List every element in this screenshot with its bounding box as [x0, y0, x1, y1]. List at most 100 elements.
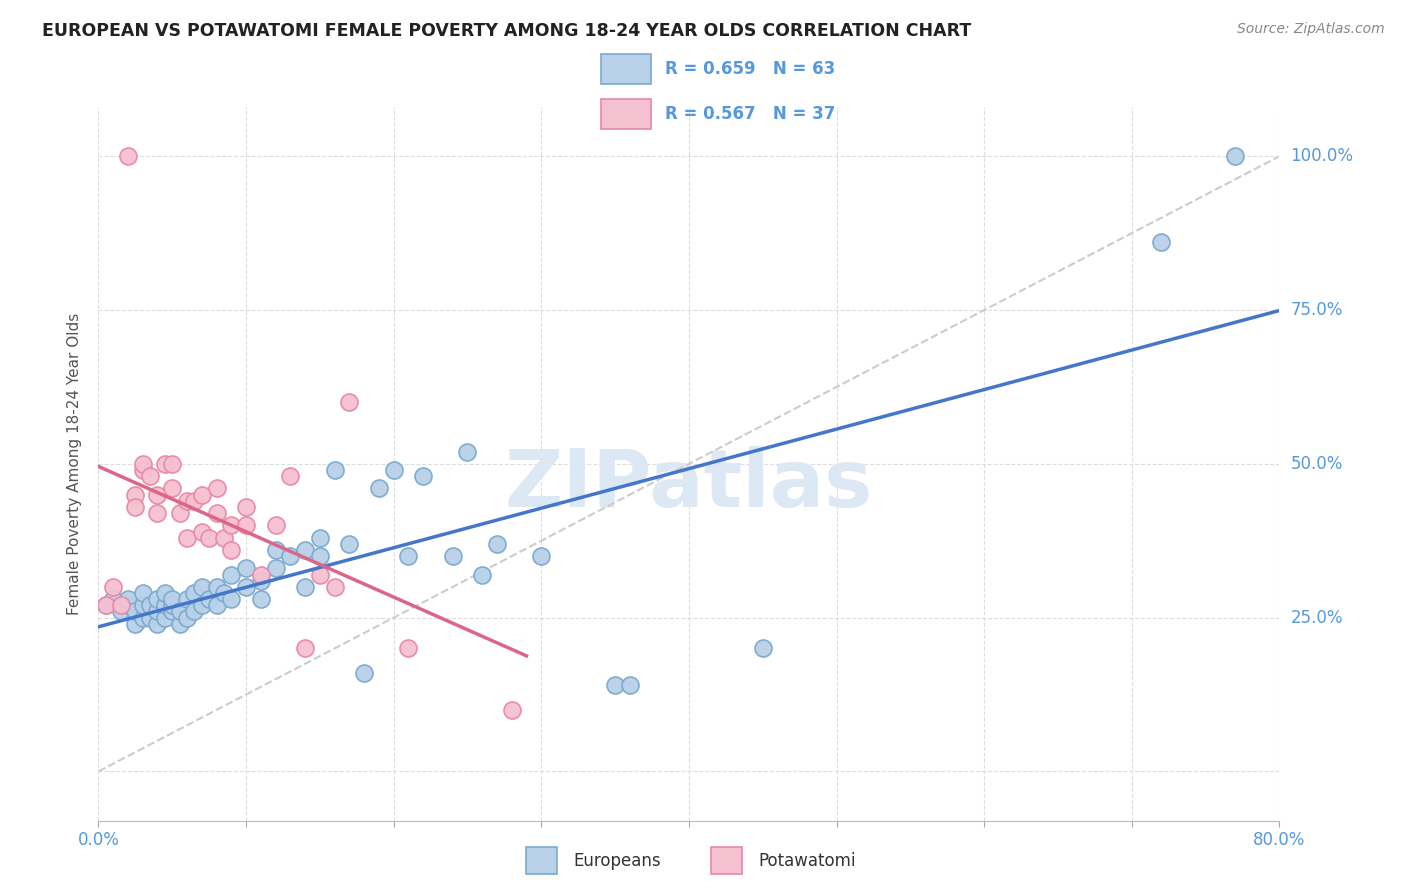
Text: Source: ZipAtlas.com: Source: ZipAtlas.com: [1237, 22, 1385, 37]
Point: [250, 567, 273, 582]
Point: [176, 592, 198, 607]
Point: [441, 549, 464, 563]
Point: [117, 149, 139, 163]
Point: [219, 592, 242, 607]
Point: [191, 487, 214, 501]
Point: [212, 586, 235, 600]
Point: [169, 605, 191, 619]
Point: [619, 678, 641, 692]
Point: [501, 703, 523, 717]
Point: [530, 549, 553, 563]
Point: [146, 487, 169, 501]
Point: [250, 592, 273, 607]
Point: [368, 482, 391, 496]
Point: [162, 457, 183, 471]
FancyBboxPatch shape: [711, 847, 742, 874]
Point: [124, 605, 146, 619]
Point: [162, 592, 183, 607]
Point: [219, 567, 242, 582]
Point: [162, 482, 183, 496]
Point: [471, 567, 494, 582]
Point: [153, 610, 176, 624]
Point: [205, 599, 228, 613]
Point: [176, 531, 198, 545]
Point: [323, 463, 346, 477]
Point: [94, 599, 117, 613]
Point: [486, 537, 509, 551]
Point: [183, 605, 205, 619]
Point: [751, 641, 773, 656]
Point: [278, 469, 302, 483]
Point: [191, 524, 214, 539]
Point: [162, 605, 183, 619]
Point: [94, 599, 117, 613]
Point: [124, 616, 146, 631]
Point: [191, 599, 214, 613]
Point: [323, 580, 346, 594]
Text: EUROPEAN VS POTAWATOMI FEMALE POVERTY AMONG 18-24 YEAR OLDS CORRELATION CHART: EUROPEAN VS POTAWATOMI FEMALE POVERTY AM…: [42, 22, 972, 40]
Text: Potawatomi: Potawatomi: [758, 852, 856, 870]
Point: [212, 531, 235, 545]
Point: [124, 487, 146, 501]
Point: [205, 506, 228, 520]
FancyBboxPatch shape: [602, 54, 651, 84]
Point: [294, 543, 316, 558]
Point: [264, 561, 287, 575]
Point: [146, 605, 169, 619]
Point: [235, 518, 257, 533]
Point: [605, 678, 627, 692]
Point: [278, 549, 302, 563]
Point: [309, 549, 332, 563]
Point: [1150, 235, 1173, 250]
FancyBboxPatch shape: [602, 99, 651, 129]
Point: [294, 580, 316, 594]
Point: [176, 610, 198, 624]
Point: [124, 500, 146, 514]
Point: [198, 592, 221, 607]
Point: [153, 586, 176, 600]
Point: [110, 605, 132, 619]
Text: Europeans: Europeans: [574, 852, 661, 870]
Text: 50.0%: 50.0%: [1291, 455, 1343, 473]
Point: [153, 599, 176, 613]
Point: [117, 599, 139, 613]
Point: [139, 469, 162, 483]
Text: ZIPatlas: ZIPatlas: [505, 446, 873, 524]
Point: [132, 586, 155, 600]
Point: [309, 567, 332, 582]
Point: [139, 610, 162, 624]
Point: [110, 599, 132, 613]
Point: [456, 444, 478, 458]
FancyBboxPatch shape: [526, 847, 557, 874]
Point: [205, 482, 228, 496]
Point: [132, 599, 155, 613]
Point: [264, 543, 287, 558]
Point: [412, 469, 434, 483]
Point: [198, 531, 221, 545]
Point: [1223, 149, 1246, 163]
Text: 25.0%: 25.0%: [1291, 608, 1343, 627]
Point: [337, 537, 360, 551]
Point: [235, 500, 257, 514]
Point: [117, 592, 139, 607]
Point: [146, 592, 169, 607]
Point: [353, 665, 375, 680]
Point: [191, 580, 214, 594]
Point: [153, 457, 176, 471]
Point: [103, 580, 125, 594]
Point: [162, 599, 183, 613]
Text: R = 0.659   N = 63: R = 0.659 N = 63: [665, 60, 835, 78]
Point: [219, 543, 242, 558]
Point: [132, 610, 155, 624]
Point: [183, 493, 205, 508]
Point: [132, 463, 155, 477]
Point: [219, 518, 242, 533]
Point: [169, 616, 191, 631]
Point: [176, 493, 198, 508]
Point: [183, 586, 205, 600]
Point: [235, 561, 257, 575]
Point: [382, 463, 405, 477]
Point: [103, 592, 125, 607]
Point: [294, 641, 316, 656]
Point: [132, 457, 155, 471]
